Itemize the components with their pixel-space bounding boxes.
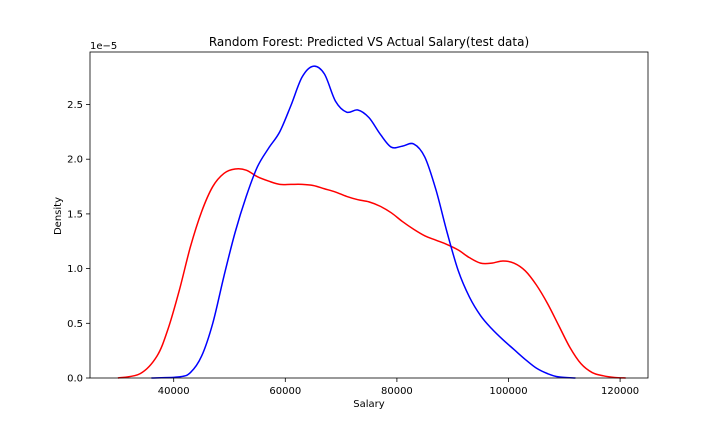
x-tick-label: 100000	[489, 386, 527, 397]
y-tick-label: 2.5	[67, 100, 83, 111]
y-offset-label: 1e−5	[90, 41, 117, 52]
plot-area: 40000 60000 80000 100000 120000 0.0 0.5 1.0 1.5 2…	[67, 51, 649, 397]
x-tick-label: 60000	[269, 386, 301, 397]
series-line-1	[117, 168, 626, 379]
y-tick-label: 0.5	[67, 319, 83, 330]
x-tick-label: 120000	[601, 386, 639, 397]
series-line-2	[151, 65, 576, 379]
chart-title: Random Forest: Predicted VS Actual Salar…	[209, 35, 529, 49]
x-tick-label: 80000	[381, 386, 413, 397]
y-tick-label: 1.5	[67, 209, 83, 220]
x-axis-label: Salary	[353, 399, 384, 410]
plot-frame	[89, 51, 649, 379]
y-tick-label: 2.0	[67, 155, 83, 166]
y-axis-label: Density	[53, 197, 64, 235]
x-tick-label: 40000	[158, 386, 190, 397]
y-tick-label: 0.0	[67, 374, 83, 385]
y-tick-label: 1.0	[67, 264, 83, 275]
